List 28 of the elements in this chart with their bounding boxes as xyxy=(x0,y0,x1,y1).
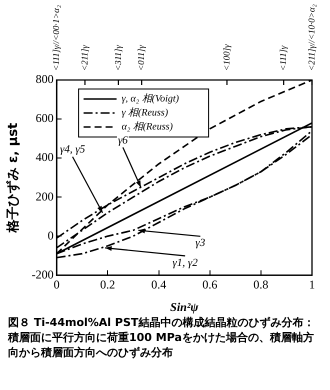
y-tick-label: 200 xyxy=(36,189,54,204)
text: <111]γ xyxy=(278,45,288,71)
text: <100]γ xyxy=(221,44,232,71)
annotation: γ4, γ5 xyxy=(60,144,86,156)
text: <211]γ xyxy=(79,44,90,71)
y-tick-label: 800 xyxy=(36,72,54,86)
annotation: γ3 xyxy=(195,237,206,250)
y-tick-label: 400 xyxy=(36,150,54,164)
caption: 図８ Ti-44mol%Al PST結晶中の構成結晶粒のひずみ分布：積層面に平行方向に荷重100 MPaをかけた場合の、積層軸方向から積層面方向へのひずみ分布 xyxy=(8,315,316,360)
text: <211]γ//<10·0>α₂ xyxy=(306,4,316,71)
annotation: γ6 xyxy=(118,134,128,146)
x-tick-label: 1 xyxy=(309,278,315,292)
annotation: γ1, γ2 xyxy=(172,256,198,269)
x-tick-label: 0.2 xyxy=(100,278,116,292)
legend-label: γ, α₂ 相(Voigt) xyxy=(122,92,180,105)
legend-label: α₂ 相(Reuss) xyxy=(122,120,174,133)
x-axis-title: Sin²ψ xyxy=(170,300,200,314)
x-tick-label: 0.4 xyxy=(151,278,166,292)
x-tick-label: 0.6 xyxy=(202,278,218,292)
legend-label: γ 相(Reuss) xyxy=(122,106,169,119)
text: <311]γ xyxy=(112,44,123,71)
text: <111]γ//<00·1>α₂ xyxy=(50,4,61,71)
y-tick-label: -200 xyxy=(32,267,54,282)
y-axis-title: 格子ひずみ ε, μst xyxy=(5,122,22,234)
x-tick-label: 0.8 xyxy=(253,278,268,292)
y-tick-label: 600 xyxy=(36,111,54,126)
text: <011]γ xyxy=(136,44,146,71)
y-tick-label: 0 xyxy=(48,228,54,242)
